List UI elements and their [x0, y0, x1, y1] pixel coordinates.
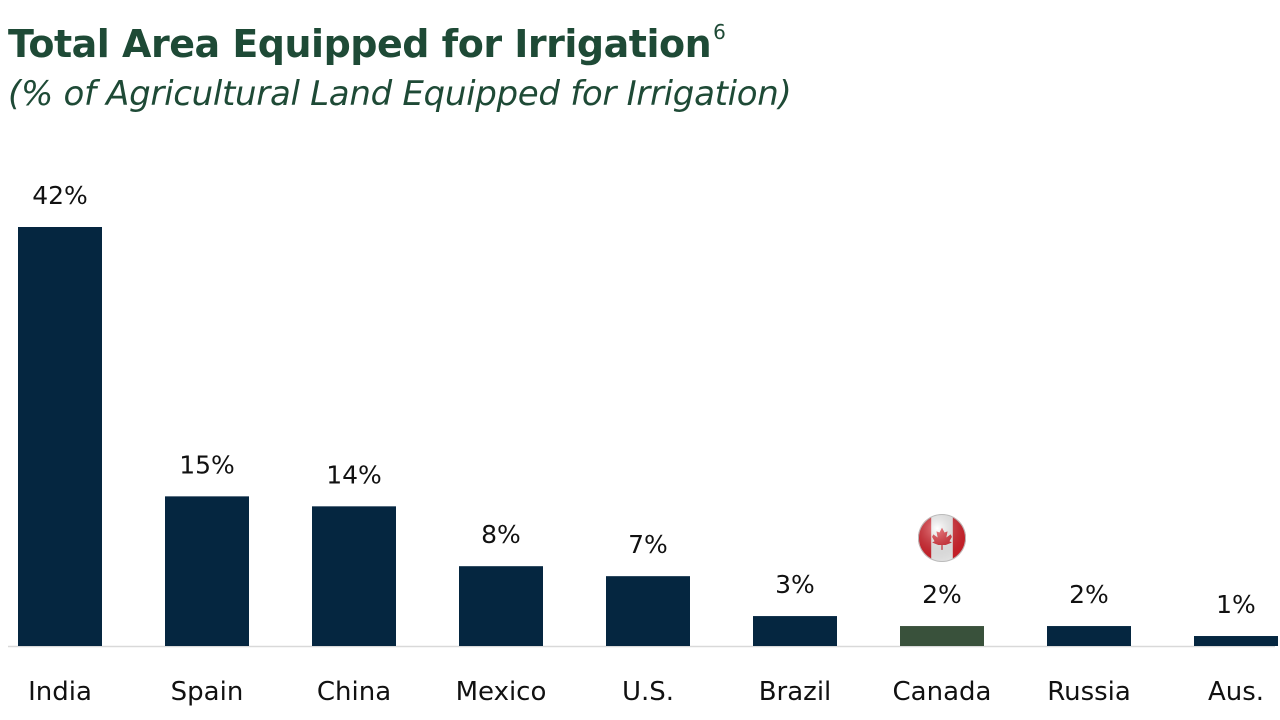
category-label-mexico: Mexico: [456, 677, 547, 707]
category-label-russia: Russia: [1047, 677, 1131, 707]
footnote-marker: 6: [713, 20, 726, 44]
category-label-china: China: [317, 677, 391, 707]
bar-u-s: [606, 576, 690, 646]
value-label-aus: 1%: [1216, 590, 1256, 619]
bar-canada: [900, 626, 984, 646]
bar-aus: [1194, 636, 1278, 646]
category-label-brazil: Brazil: [759, 677, 832, 707]
category-label-u-s: U.S.: [622, 677, 674, 707]
bar-china: [312, 506, 396, 646]
bar-mexico: [459, 566, 543, 646]
chart-title: Total Area Equipped for Irrigation 6: [8, 20, 726, 66]
category-label-aus: Aus.: [1208, 677, 1264, 707]
bar-russia: [1047, 626, 1131, 646]
value-label-canada: 2%: [922, 580, 962, 609]
category-label-spain: Spain: [171, 677, 244, 707]
bar-spain: [165, 496, 249, 646]
canada-flag-icon: [918, 514, 966, 562]
chart-subtitle: (% of Agricultural Land Equipped for Irr…: [8, 74, 792, 114]
category-label-india: India: [28, 677, 92, 707]
category-label-canada: Canada: [893, 677, 992, 707]
value-label-mexico: 8%: [481, 520, 521, 549]
value-label-spain: 15%: [179, 450, 235, 479]
value-label-china: 14%: [326, 460, 382, 489]
value-label-brazil: 3%: [775, 570, 815, 599]
chart-title-text: Total Area Equipped for Irrigation: [8, 22, 712, 66]
value-label-india: 42%: [32, 181, 88, 210]
bar-india: [18, 227, 102, 646]
value-label-russia: 2%: [1069, 580, 1109, 609]
bar-brazil: [753, 616, 837, 646]
value-label-u-s: 7%: [628, 530, 668, 559]
